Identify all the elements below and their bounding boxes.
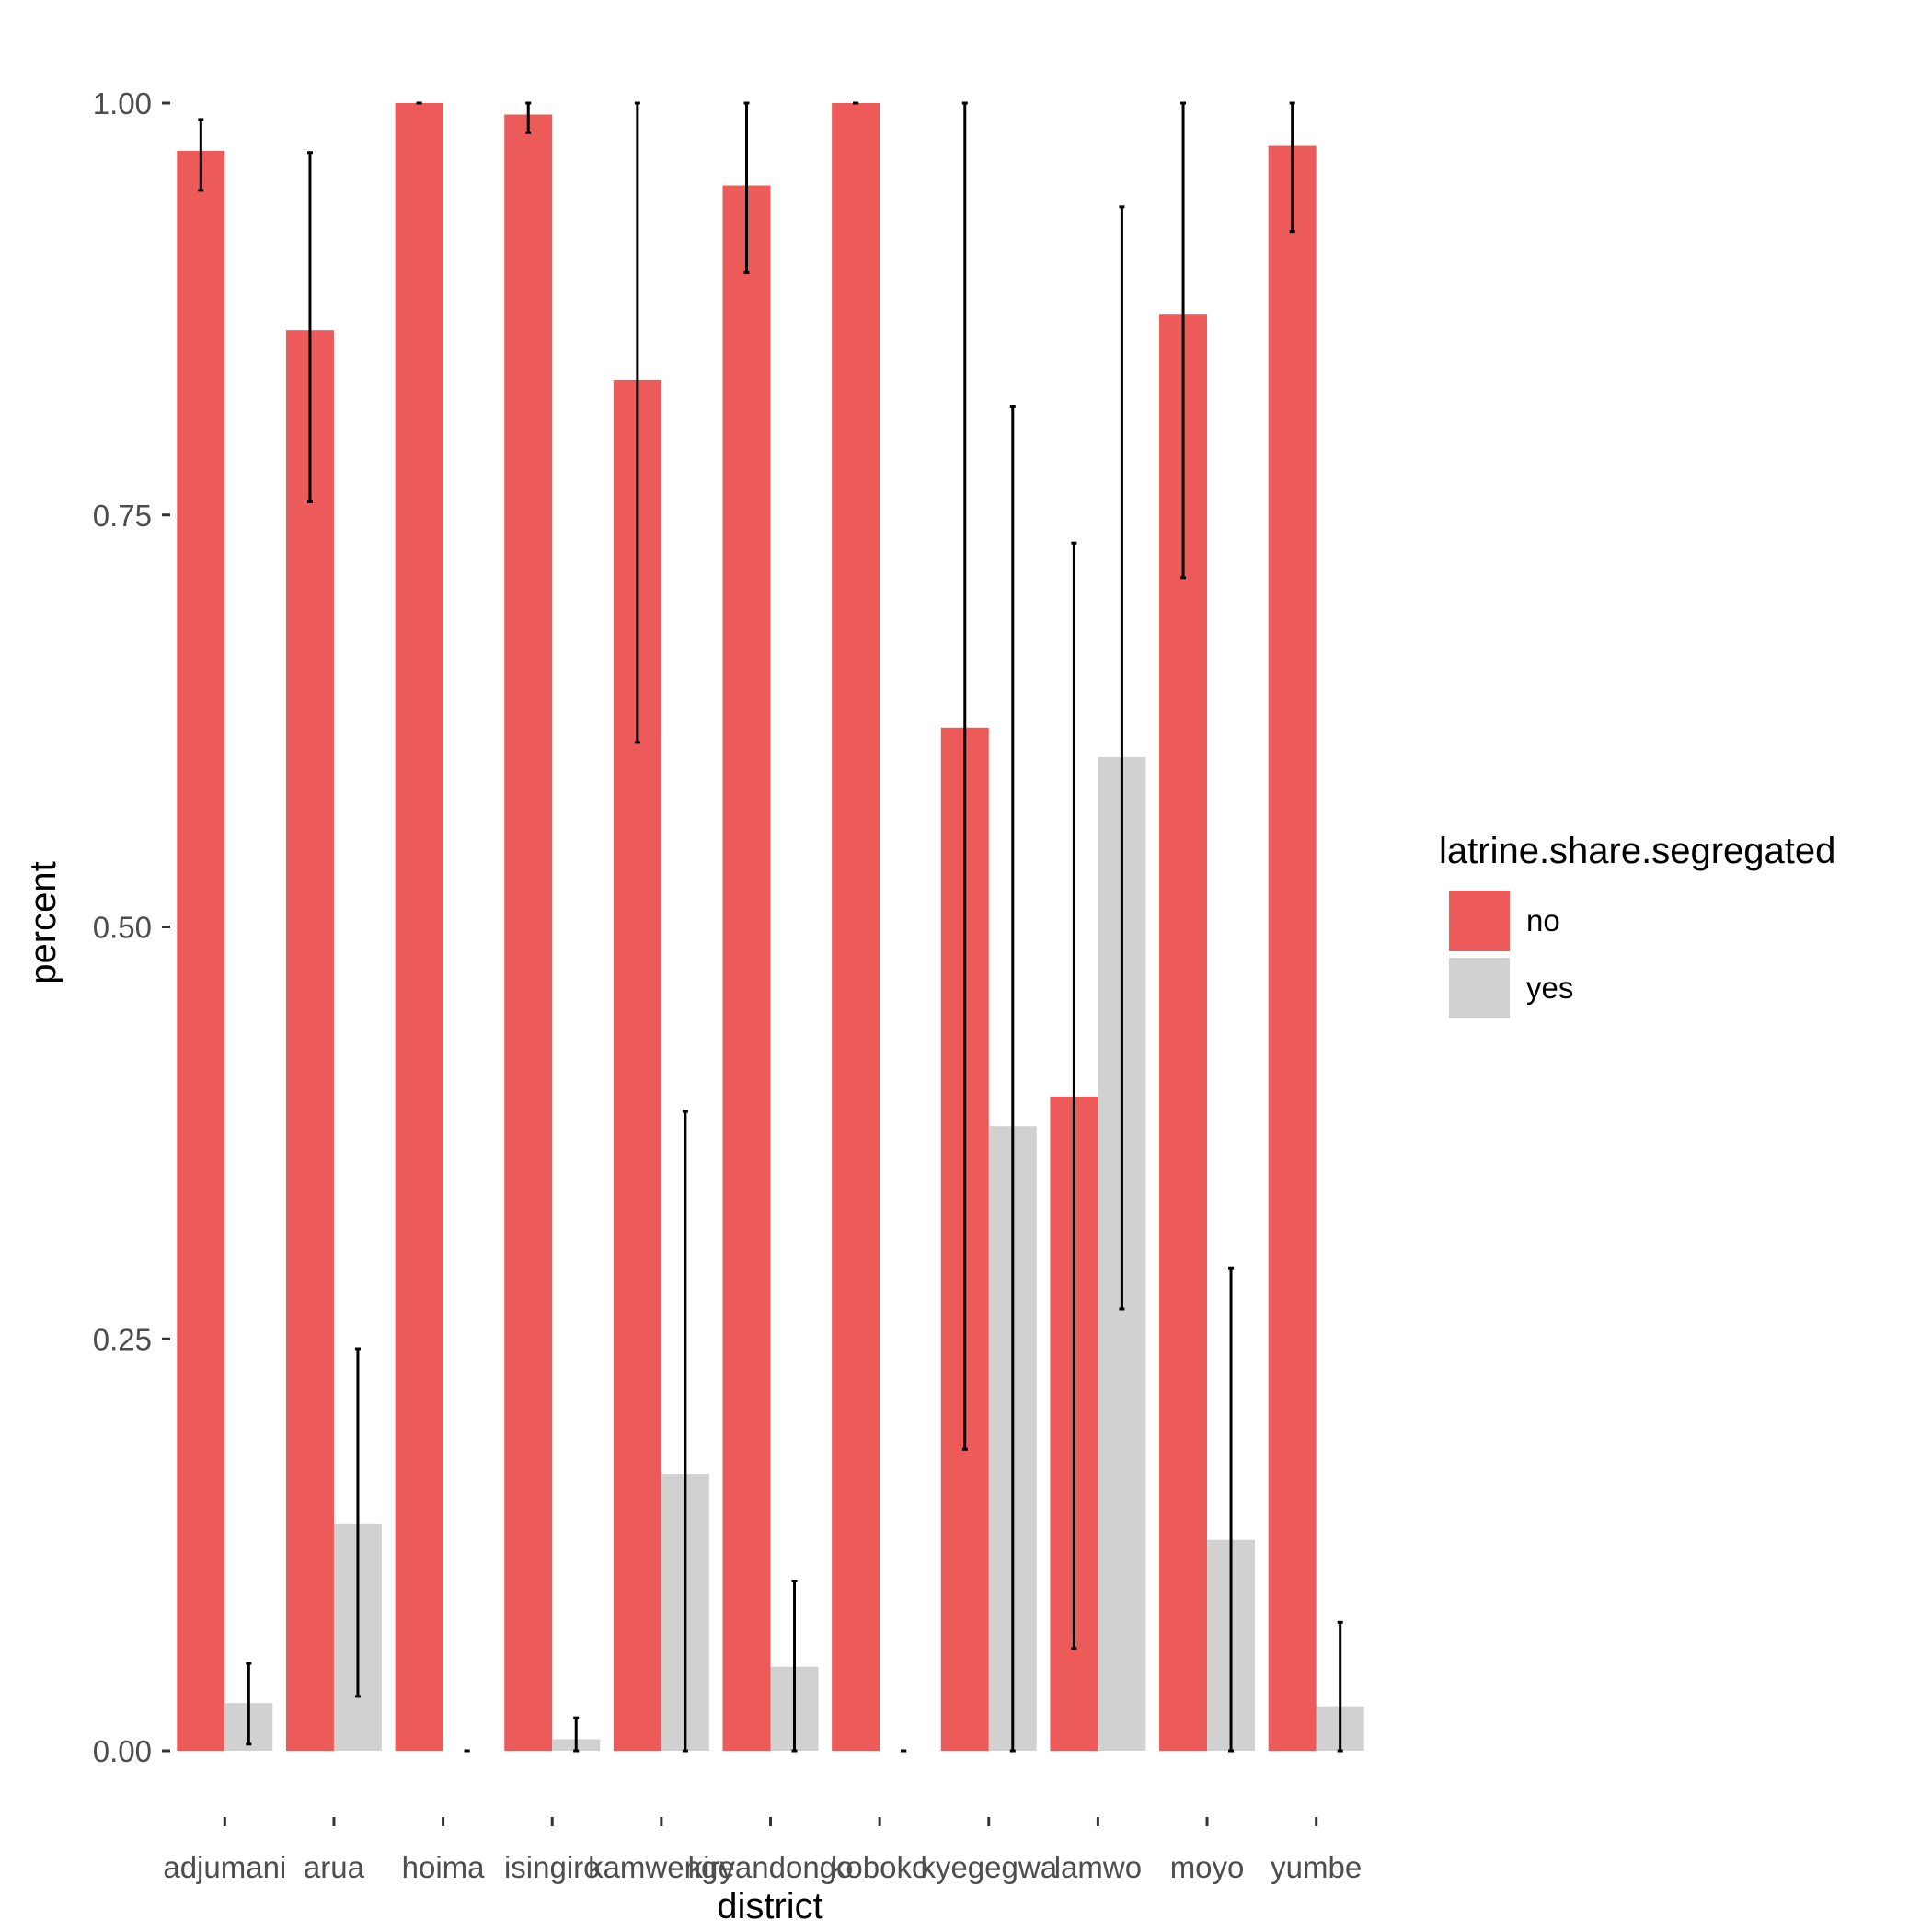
x-tick-label: kamwenge [588, 1850, 735, 1884]
legend-title: latrine.share.segregated [1439, 831, 1835, 871]
error-bar-no-kyegegwa [961, 101, 968, 1451]
error-bar-yes-kiryandongo [791, 1580, 798, 1753]
error-bar-no-arua [306, 151, 313, 503]
error-bar-yes-moyo [1228, 1266, 1235, 1753]
error-bar-yes-kyegegwa [1009, 405, 1016, 1753]
y-axis-title: percent [23, 861, 63, 983]
legend-item-yes: yes [1449, 958, 1573, 1018]
error-bar-no-isingiro [525, 101, 532, 134]
legend-items: no yes [1449, 891, 1573, 1018]
legend-label-yes: yes [1526, 971, 1573, 1005]
error-bar-yes-yumbe [1337, 1620, 1343, 1753]
x-tick-label: lamwo [1054, 1850, 1142, 1884]
x-axis-title: district [717, 1886, 823, 1926]
x-axis: adjumani arua hoima isingirokamwengekiryand… [163, 1817, 1362, 1884]
bar-no-koboko [832, 103, 880, 1751]
x-tick-label: isingiro [504, 1850, 601, 1884]
error-bar-no-adjumani [198, 118, 204, 192]
legend-key-yes [1449, 958, 1510, 1018]
bar-no-hoima [395, 103, 443, 1751]
error-bar-no-moyo [1180, 101, 1187, 580]
bar-no-arua [285, 330, 334, 1752]
error-bar-yes-adjumani [246, 1662, 252, 1746]
y-tick-label: 0.00 [93, 1734, 152, 1768]
bar-no-kiryandongo [722, 185, 771, 1751]
bars-layer [177, 103, 1364, 1752]
error-bar-yes-kamwenge [682, 1110, 688, 1753]
y-tick-label: 0.25 [93, 1322, 152, 1356]
x-tick-label: kyegegwa [920, 1850, 1057, 1884]
x-tick-label: hoima [402, 1850, 486, 1884]
legend-item-no: no [1449, 891, 1560, 951]
x-tick-label: adjumani [163, 1850, 286, 1884]
error-bar-no-kamwenge [634, 101, 640, 744]
error-bar-yes-lamwo [1119, 205, 1125, 1311]
y-axis: 0.00 0.25 0.50 0.75 1.00 [93, 86, 170, 1768]
error-bar-no-lamwo [1071, 541, 1077, 1650]
x-tick-label: moyo [1170, 1850, 1245, 1884]
error-bar-no-yumbe [1289, 101, 1295, 234]
x-tick-label: arua [304, 1850, 365, 1884]
legend: latrine.share.segregated no yes [1439, 831, 1835, 1018]
error-bars-layer [198, 101, 1343, 1753]
legend-label-no: no [1526, 903, 1560, 937]
legend-key-no [1449, 891, 1510, 951]
error-bar-no-kiryandongo [743, 101, 750, 274]
bar-no-adjumani [177, 150, 225, 1752]
x-tick-label: kiryandongo [688, 1850, 854, 1884]
y-tick-label: 0.75 [93, 499, 152, 533]
bar-no-isingiro [504, 114, 553, 1752]
error-bar-yes-isingiro [573, 1716, 580, 1753]
x-tick-label: koboko [831, 1850, 928, 1884]
error-bar-yes-arua [354, 1347, 361, 1698]
x-tick-label: yumbe [1271, 1850, 1362, 1884]
bar-no-yumbe [1268, 145, 1317, 1751]
y-tick-label: 1.00 [93, 86, 152, 121]
y-tick-label: 0.50 [93, 911, 152, 945]
